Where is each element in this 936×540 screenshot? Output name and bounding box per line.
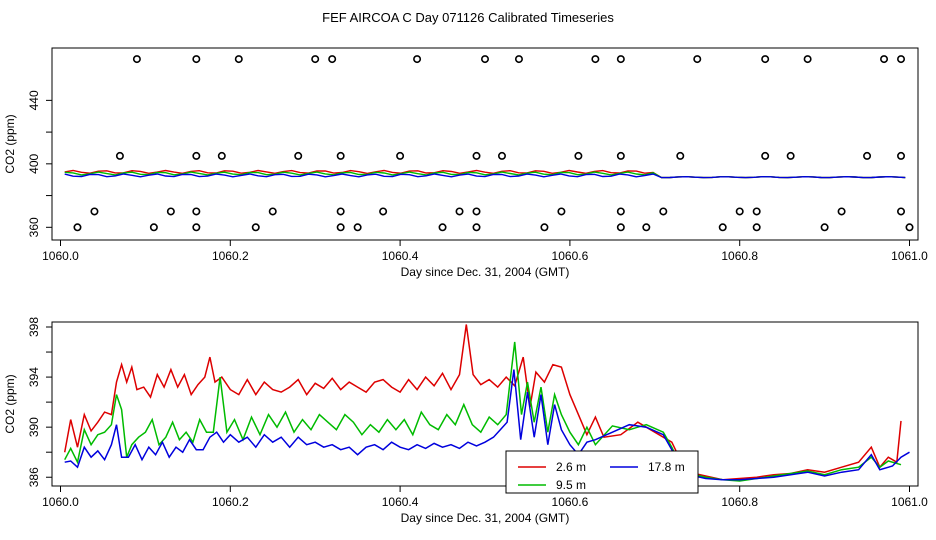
y-tick-label: 360 <box>27 217 41 237</box>
y-tick-label: 386 <box>27 467 41 487</box>
mid-circles-point <box>574 151 583 160</box>
plot-frame <box>51 321 919 487</box>
mid-circles-point <box>336 151 345 160</box>
top-trace-2 <box>64 173 906 179</box>
low-circles-1-point <box>472 207 481 216</box>
page-title: FEF AIRCOA C Day 071126 Calibrated Times… <box>322 10 614 25</box>
high-circles-point <box>328 55 337 64</box>
x-tick-label: 1060.2 <box>212 249 249 263</box>
mid-circles-point <box>897 151 906 160</box>
y-tick-label: 394 <box>27 367 41 387</box>
mid-circles-point <box>786 151 795 160</box>
high-circles-point <box>591 55 600 64</box>
x-tick-label: 1060.2 <box>212 495 249 509</box>
y-axis-title: CO2 (ppm) <box>3 374 17 433</box>
low-circles-2-point <box>472 223 481 232</box>
low-circles-2-point <box>540 223 549 232</box>
low-circles-1-point <box>837 207 846 216</box>
high-circles-point <box>480 55 489 64</box>
x-axis-title: Day since Dec. 31, 2004 (GMT) <box>401 265 570 279</box>
x-tick-label: 1060.4 <box>382 495 419 509</box>
high-circles-point <box>234 55 243 64</box>
low-circles-1-point <box>268 207 277 216</box>
mid-circles-point <box>676 151 685 160</box>
x-tick-label: 1060.4 <box>382 249 419 263</box>
mid-circles-point <box>616 151 625 160</box>
low-circles-2-point <box>73 223 82 232</box>
legend-box <box>505 450 699 494</box>
low-circles-2-point <box>353 223 362 232</box>
low-circles-2-point <box>438 223 447 232</box>
high-circles-point <box>761 55 770 64</box>
x-tick-label: 1060.8 <box>721 495 758 509</box>
mid-circles-point <box>761 151 770 160</box>
low-circles-2-point <box>616 223 625 232</box>
low-circles-1-point <box>336 207 345 216</box>
panel-top: 1060.0 1060.2 1060.4 1060.6 1060.8 1061.0 360 4… <box>3 47 928 279</box>
mid-circles-point <box>115 151 124 160</box>
high-circles-point <box>413 55 422 64</box>
low-circles-1-point <box>752 207 761 216</box>
high-circles-point <box>192 55 201 64</box>
low-circles-2-point <box>718 223 727 232</box>
low-circles-2-point <box>192 223 201 232</box>
mid-circles-point <box>472 151 481 160</box>
high-circles-point <box>803 55 812 64</box>
low-circles-2-point <box>752 223 761 232</box>
y-tick-label: 440 <box>27 90 41 110</box>
x-tick-label: 1060.0 <box>42 495 79 509</box>
high-circles-point <box>311 55 320 64</box>
high-circles-point <box>616 55 625 64</box>
low-circles-2-point <box>642 223 651 232</box>
low-circles-1-point <box>616 207 625 216</box>
plot-frame <box>51 47 919 241</box>
panel-bottom: 1060.0 1060.2 1060.4 1060.6 1060.8 1061.0 386 3… <box>3 317 928 525</box>
x-tick-label: 1060.6 <box>552 495 589 509</box>
x-tick-label: 1060.8 <box>721 249 758 263</box>
mid-circles-point <box>497 151 506 160</box>
high-circles-point <box>880 55 889 64</box>
x-tick-label: 1061.0 <box>891 249 928 263</box>
y-tick-label: 398 <box>27 317 41 337</box>
high-circles-point <box>693 55 702 64</box>
low-circles-1-point <box>557 207 566 216</box>
low-circles-2-point <box>251 223 260 232</box>
low-circles-1-point <box>379 207 388 216</box>
high-circles-point <box>514 55 523 64</box>
mid-circles-point <box>863 151 872 160</box>
low-circles-1-point <box>455 207 464 216</box>
legend-label: 2.6 m <box>556 460 586 474</box>
x-tick-label: 1060.6 <box>552 249 589 263</box>
high-circles-point <box>132 55 141 64</box>
y-axis-title: CO2 (ppm) <box>3 114 17 173</box>
x-tick-label: 1060.0 <box>42 249 79 263</box>
mid-circles-point <box>396 151 405 160</box>
mid-circles-point <box>294 151 303 160</box>
low-circles-1-point <box>659 207 668 216</box>
legend-label: 9.5 m <box>556 478 586 492</box>
y-tick-label: 390 <box>27 417 41 437</box>
y-tick-label: 400 <box>27 154 41 174</box>
mid-circles-point <box>217 151 226 160</box>
low-circles-1-point <box>735 207 744 216</box>
low-circles-1-point <box>90 207 99 216</box>
legend-label: 17.8 m <box>648 460 685 474</box>
x-tick-label: 1061.0 <box>891 495 928 509</box>
low-circles-1-point <box>166 207 175 216</box>
high-circles-point <box>897 55 906 64</box>
mid-circles-point <box>192 151 201 160</box>
low-circles-1-point <box>192 207 201 216</box>
low-circles-1-point <box>897 207 906 216</box>
low-circles-2-point <box>905 223 914 232</box>
x-axis-title: Day since Dec. 31, 2004 (GMT) <box>401 511 570 525</box>
low-circles-2-point <box>336 223 345 232</box>
low-circles-2-point <box>149 223 158 232</box>
low-circles-2-point <box>820 223 829 232</box>
